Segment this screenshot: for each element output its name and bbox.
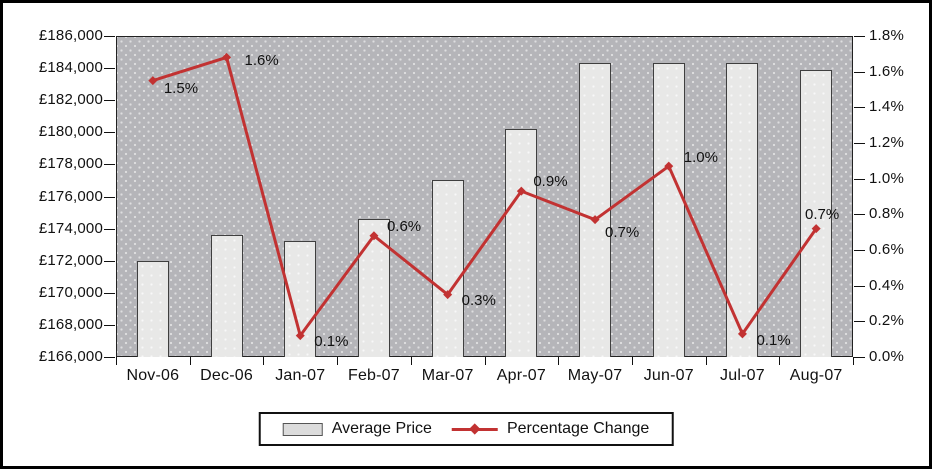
left-axis-tick [104, 228, 115, 230]
x-axis-category-label: Dec-06 [200, 367, 253, 384]
legend-item-percentage-change: Percentage Change [451, 420, 650, 438]
left-axis-tick-label: £184,000 [38, 59, 103, 77]
average-price-bar [579, 63, 612, 357]
left-axis-tick [104, 36, 115, 37]
percentage-data-label: 0.7% [805, 205, 840, 223]
right-axis-tick [854, 107, 865, 109]
right-axis-tick [854, 357, 865, 358]
right-axis-tick-label: 1.4% [869, 98, 904, 116]
x-axis-category-label: Aug-07 [789, 367, 843, 384]
left-axis-tick [104, 324, 115, 326]
x-axis-tick [705, 357, 707, 365]
x-axis-category-label: Mar-07 [421, 367, 474, 384]
legend-item-average-price: Average Price [282, 420, 432, 438]
x-axis-category-label: Apr-07 [496, 367, 546, 384]
right-axis-tick-label: 1.0% [869, 169, 904, 187]
right-axis-tick [854, 36, 865, 37]
right-axis-tick [854, 71, 865, 73]
left-axis-tick-label: £178,000 [38, 155, 103, 173]
x-axis-tick [631, 357, 633, 365]
left-axis-tick-label: £166,000 [38, 348, 103, 365]
x-axis-category-label: Jul-07 [720, 367, 765, 384]
bar-swatch-icon [282, 422, 323, 436]
average-price-bar [652, 63, 685, 357]
percentage-data-label: 0.7% [605, 223, 640, 241]
x-axis-tick [263, 357, 265, 365]
x-axis-category-label: May-07 [567, 367, 623, 384]
x-axis-category-label: Nov-06 [126, 367, 180, 384]
x-axis-tick [779, 357, 781, 365]
left-axis-tick [104, 357, 115, 358]
left-axis-tick [104, 164, 115, 166]
right-axis-tick-label: 1.6% [869, 62, 904, 80]
average-price-bar [357, 218, 390, 357]
left-axis-tick-label: £186,000 [38, 27, 103, 44]
right-axis-tick [854, 178, 865, 180]
average-price-bar [136, 260, 169, 357]
left-axis-tick [104, 260, 115, 262]
right-axis-tick [854, 214, 865, 216]
right-axis-tick-label: 1.8% [869, 27, 904, 44]
x-axis-tick [853, 357, 854, 365]
left-axis-tick [104, 196, 115, 198]
percentage-data-label: 0.9% [533, 173, 568, 191]
right-axis-tick [854, 143, 865, 144]
house-price-chart: £186,000 £184,000 £182,000 £180,000 £178,000… [3, 3, 929, 466]
left-axis-tick-label: £168,000 [38, 315, 103, 333]
right-axis-tick [854, 321, 865, 323]
x-axis-tick [116, 357, 117, 365]
right-axis-tick [854, 285, 865, 287]
left-axis-tick-label: £182,000 [38, 91, 103, 109]
left-axis-tick-label: £170,000 [38, 283, 103, 301]
legend: Average Price Percentage Change [258, 412, 674, 446]
x-axis-tick [189, 357, 191, 365]
right-axis-tick-label: 0.6% [869, 241, 904, 258]
x-axis-tick [337, 357, 339, 365]
right-axis-tick-label: 1.2% [869, 134, 904, 151]
percentage-data-label: 1.6% [244, 52, 279, 70]
right-axis-tick-label: 0.8% [869, 205, 904, 223]
percentage-data-label: 0.6% [386, 217, 422, 235]
x-axis-tick [410, 357, 412, 365]
right-axis-tick [854, 250, 865, 251]
left-axis-tick-label: £180,000 [38, 123, 103, 141]
x-axis-category-label: Jun-07 [643, 367, 694, 384]
right-axis-tick-label: 0.2% [869, 312, 904, 330]
average-price-bar [210, 235, 243, 357]
left-axis-tick-label: £174,000 [38, 219, 103, 237]
x-axis-category-label: Jan-07 [275, 367, 326, 384]
percentage-data-label: 0.1% [314, 332, 349, 350]
left-axis-tick [104, 100, 115, 102]
average-price-bar [505, 129, 538, 357]
legend-label-percentage-change: Percentage Change [506, 420, 650, 437]
percentage-data-label: 0.3% [461, 291, 496, 309]
average-price-bar [431, 180, 464, 357]
percentage-data-label: 0.1% [756, 331, 791, 349]
percentage-data-label: 1.5% [163, 79, 199, 97]
x-axis-category-label: Feb-07 [347, 367, 400, 384]
left-axis-tick-label: £176,000 [38, 187, 103, 205]
left-axis-tick [104, 292, 115, 294]
percentage-data-label: 1.0% [683, 149, 718, 167]
x-axis-tick [558, 357, 560, 365]
legend-label-average-price: Average Price [331, 420, 432, 437]
left-axis-tick [104, 132, 115, 134]
right-axis-tick-label: 0.0% [869, 348, 904, 365]
right-axis-tick-label: 0.4% [869, 276, 904, 294]
x-axis-tick [484, 357, 486, 365]
left-axis-tick [104, 68, 115, 70]
left-axis-tick-label: £172,000 [38, 251, 103, 269]
average-price-bar [726, 63, 759, 357]
average-price-bar [284, 241, 317, 357]
line-swatch-icon [451, 423, 498, 435]
